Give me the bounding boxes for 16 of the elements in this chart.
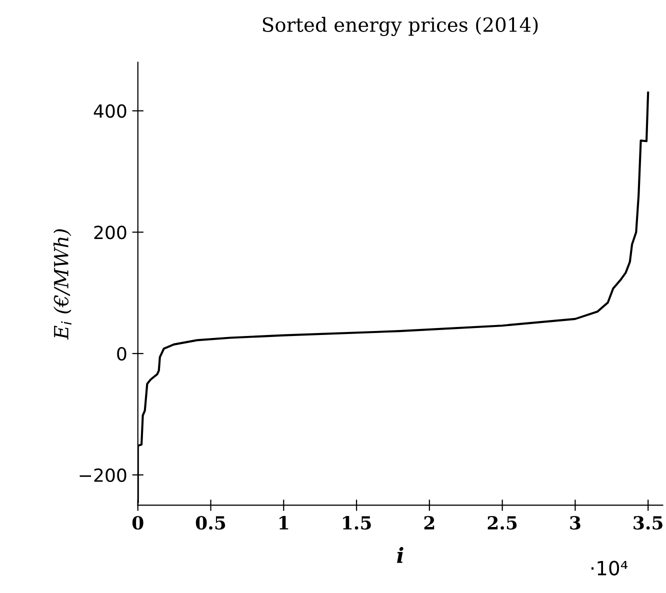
- x-tick-label: 3.5: [634, 516, 662, 530]
- x-tick-label: 3: [570, 516, 580, 530]
- x-tick-label: 2: [424, 516, 434, 530]
- y-tick-label: −200: [80, 468, 126, 482]
- x-tick-label: 2.5: [488, 516, 517, 530]
- text: ·10⁴: [591, 560, 628, 576]
- chart-title: Sorted energy prices (2014): [262, 16, 538, 36]
- y-axis-title: E$_{i}$ (€/MWh): [53, 229, 72, 340]
- y-tick-label: 200: [94, 226, 126, 240]
- x-axis-title: i: [397, 547, 404, 563]
- x-tick-label: 1.5: [343, 516, 371, 530]
- x-tick-label: 0: [132, 516, 144, 530]
- y-tick-label: 400: [94, 104, 126, 118]
- y-tick-label: 0: [117, 346, 126, 361]
- x-tick-label: 0.5: [196, 516, 226, 530]
- x-tick-label: 1: [280, 516, 288, 530]
